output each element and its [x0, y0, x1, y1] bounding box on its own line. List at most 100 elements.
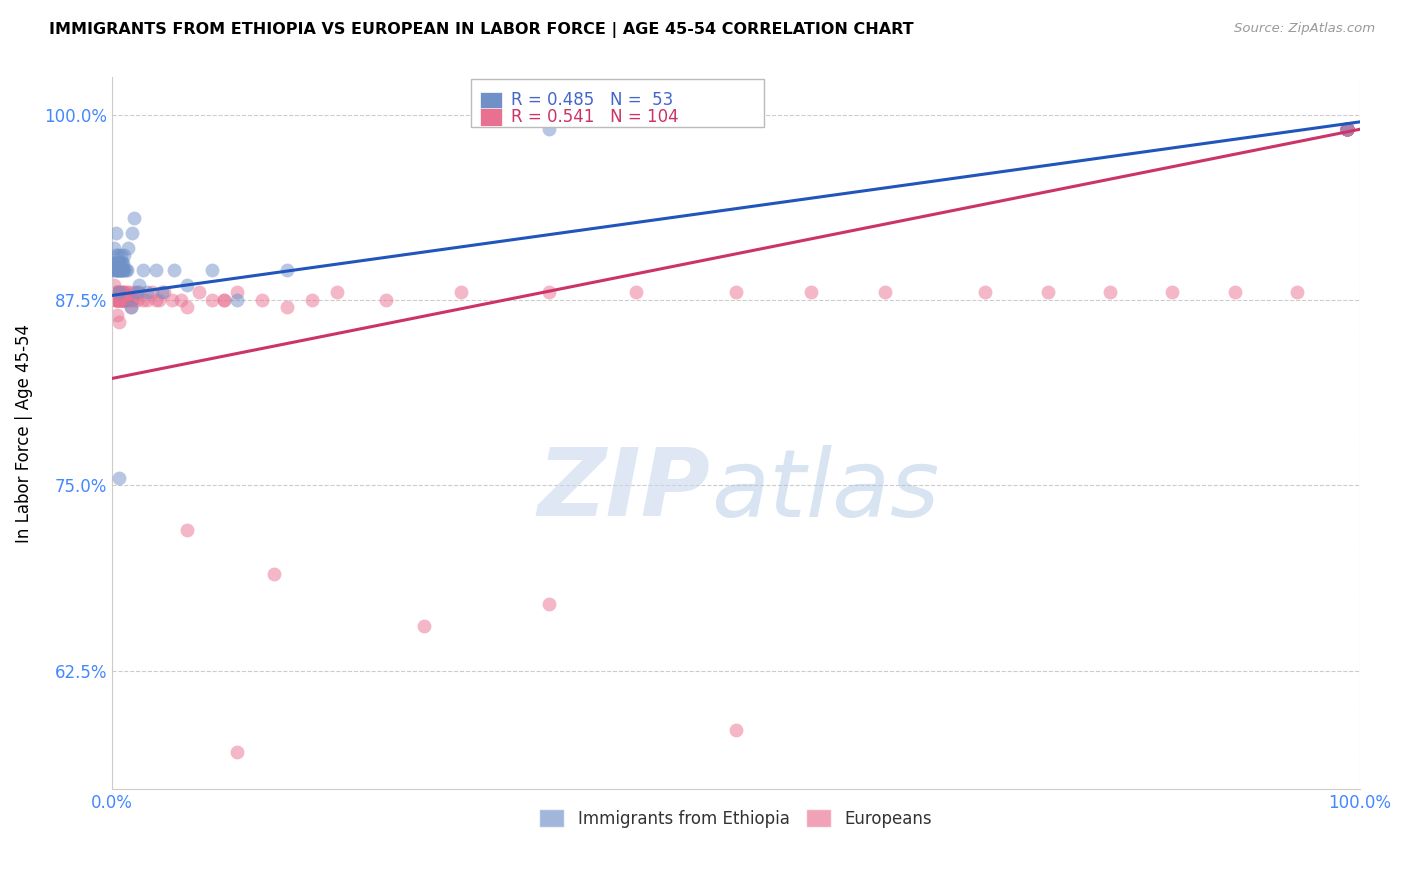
Point	[176, 523, 198, 537]
Point	[111, 256, 134, 270]
Point	[105, 263, 128, 277]
Point	[800, 285, 823, 300]
Point	[111, 263, 134, 277]
Point	[537, 597, 560, 611]
Point	[1336, 122, 1358, 136]
Point	[112, 256, 135, 270]
Point	[1098, 285, 1121, 300]
Point	[169, 293, 191, 307]
Point	[225, 293, 247, 307]
Point	[118, 285, 141, 300]
Point	[111, 285, 134, 300]
Point	[110, 248, 132, 262]
Point	[110, 263, 132, 277]
Point	[132, 293, 155, 307]
Point	[114, 263, 136, 277]
Point	[108, 285, 131, 300]
Point	[1336, 122, 1358, 136]
FancyBboxPatch shape	[479, 108, 502, 126]
Point	[1336, 122, 1358, 136]
Point	[537, 122, 560, 136]
Point	[263, 567, 285, 582]
Point	[108, 293, 131, 307]
Legend: Immigrants from Ethiopia, Europeans: Immigrants from Ethiopia, Europeans	[533, 803, 939, 834]
Point	[114, 248, 136, 262]
Point	[212, 293, 235, 307]
Point	[117, 293, 139, 307]
Point	[1336, 122, 1358, 136]
Point	[125, 293, 148, 307]
Point	[108, 315, 131, 329]
Point	[375, 293, 398, 307]
Point	[103, 241, 125, 255]
Point	[141, 285, 163, 300]
Point	[128, 285, 150, 300]
Point	[107, 248, 129, 262]
Point	[105, 256, 128, 270]
Text: IMMIGRANTS FROM ETHIOPIA VS EUROPEAN IN LABOR FORCE | AGE 45-54 CORRELATION CHAR: IMMIGRANTS FROM ETHIOPIA VS EUROPEAN IN …	[49, 22, 914, 38]
Point	[114, 285, 136, 300]
Point	[974, 285, 997, 300]
Point	[105, 256, 128, 270]
Point	[150, 285, 173, 300]
Point	[104, 293, 127, 307]
Point	[412, 619, 434, 633]
Point	[125, 285, 148, 300]
Point	[108, 471, 131, 485]
Point	[1336, 122, 1358, 136]
Point	[1336, 122, 1358, 136]
Point	[103, 293, 125, 307]
Point	[201, 293, 224, 307]
Point	[107, 263, 129, 277]
Point	[624, 285, 647, 300]
Point	[1336, 122, 1358, 136]
Point	[1336, 122, 1358, 136]
Point	[103, 278, 125, 293]
Point	[115, 263, 138, 277]
Point	[145, 263, 167, 277]
Point	[108, 263, 131, 277]
Point	[110, 293, 132, 307]
Point	[120, 300, 142, 314]
Point	[1223, 285, 1246, 300]
Point	[114, 293, 136, 307]
Point	[114, 293, 136, 307]
Point	[1336, 122, 1358, 136]
Point	[104, 293, 127, 307]
Point	[103, 263, 125, 277]
Point	[111, 293, 134, 307]
Point	[276, 300, 298, 314]
Point	[103, 256, 125, 270]
Point	[1336, 122, 1358, 136]
Point	[105, 293, 128, 307]
Point	[1336, 122, 1358, 136]
Point	[103, 263, 125, 277]
Point	[117, 241, 139, 255]
Point	[176, 300, 198, 314]
Point	[121, 226, 143, 240]
Point	[108, 256, 131, 270]
Point	[110, 256, 132, 270]
Point	[104, 285, 127, 300]
Point	[1336, 122, 1358, 136]
Point	[112, 285, 135, 300]
Point	[107, 285, 129, 300]
Point	[225, 745, 247, 759]
Point	[111, 293, 134, 307]
Point	[114, 263, 136, 277]
Point	[875, 285, 897, 300]
Point	[110, 293, 132, 307]
Point	[105, 285, 128, 300]
Point	[112, 293, 135, 307]
Point	[112, 293, 135, 307]
Point	[107, 293, 129, 307]
Point	[107, 293, 129, 307]
Point	[104, 248, 127, 262]
Point	[1336, 122, 1358, 136]
Point	[1336, 122, 1358, 136]
Point	[1336, 122, 1358, 136]
Point	[114, 285, 136, 300]
Point	[104, 256, 127, 270]
Point	[121, 293, 143, 307]
Point	[108, 285, 131, 300]
